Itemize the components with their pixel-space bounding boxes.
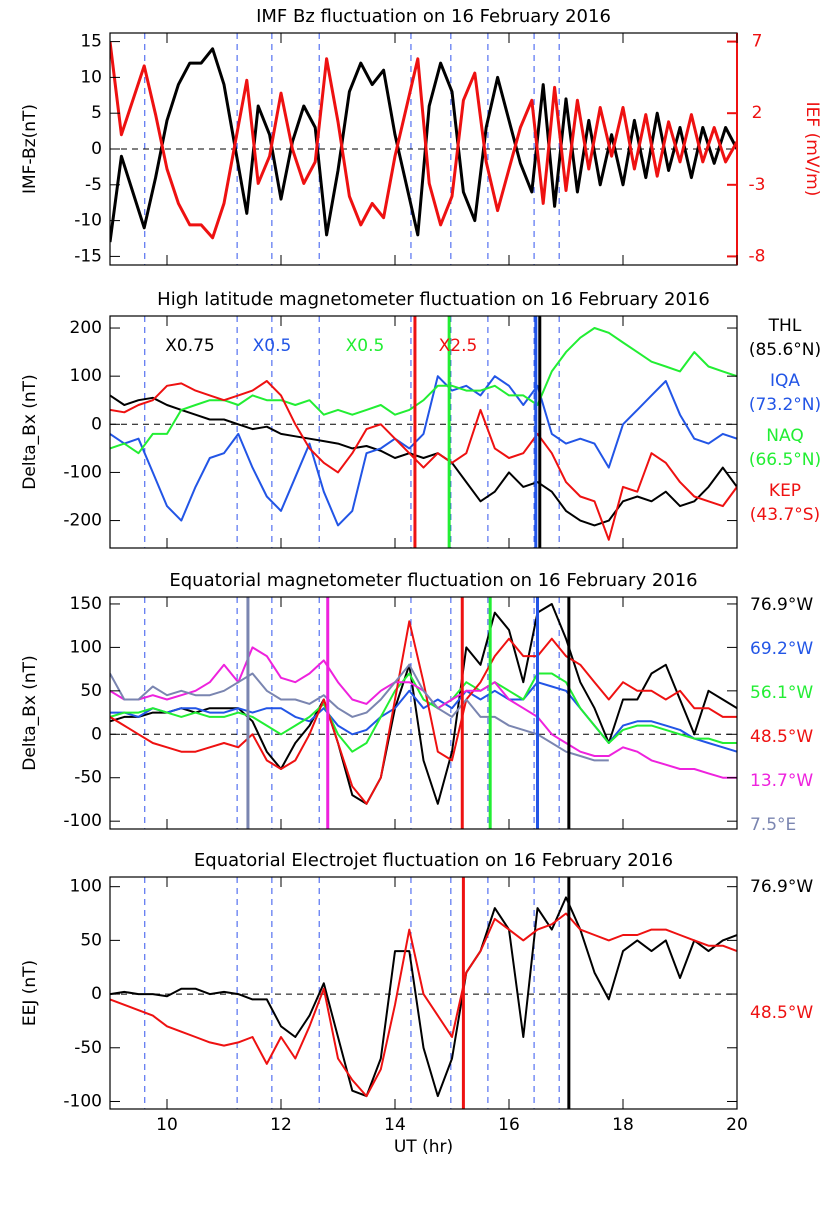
y-axis-label: EEJ (nT) xyxy=(20,960,40,1026)
x-tick-label: 18 xyxy=(612,1115,634,1135)
series-line xyxy=(110,681,737,753)
y-tick-label: 50 xyxy=(80,681,102,701)
series-label: THL xyxy=(768,316,802,336)
panel-title: Equatorial magnetometer fluctuation on 1… xyxy=(169,570,697,591)
series-line xyxy=(110,375,737,527)
y-axis-label: IMF-Bz(nT) xyxy=(20,104,40,194)
x-tick-label: 14 xyxy=(384,1115,406,1135)
scale-label: X0.5 xyxy=(253,336,292,356)
series-label: 13.7°W xyxy=(750,771,813,791)
plot-frame xyxy=(109,596,738,830)
x-axis-label: UT (hr) xyxy=(394,1137,453,1157)
y-tick-label: 150 xyxy=(70,594,102,614)
y-tick-label: 0 xyxy=(91,724,102,744)
scale-label: X0.75 xyxy=(165,336,215,356)
y-tick-label: -100 xyxy=(63,811,102,831)
series-line xyxy=(110,327,737,455)
series-label: NAQ xyxy=(766,426,803,446)
series-location: (43.7°S) xyxy=(750,505,820,525)
series-line xyxy=(110,380,737,541)
plot-area xyxy=(110,896,737,1098)
y-tick-label: -50 xyxy=(74,1038,102,1058)
series-line xyxy=(110,912,737,1098)
y-tick-label: 10 xyxy=(80,67,102,87)
x-tick-label: 10 xyxy=(156,1115,178,1135)
plot-area xyxy=(110,41,737,243)
series-line xyxy=(110,672,737,753)
y2-axis-label: IEF (mV/m) xyxy=(802,102,822,197)
y-tick-label: 100 xyxy=(70,877,102,897)
scale-label: X2.5 xyxy=(439,336,478,356)
y-tick-label: 0 xyxy=(91,984,102,1004)
panel-title: High latitude magnetometer fluctuation o… xyxy=(157,289,710,310)
series-label: 69.2°W xyxy=(750,639,813,659)
series-label: 48.5°W xyxy=(750,727,813,747)
y-tick-label: -10 xyxy=(74,211,102,231)
series-location: (66.5°N) xyxy=(749,450,821,470)
y-axis-label: Delta_Bx (nT) xyxy=(20,655,40,770)
y-tick-label: 100 xyxy=(70,366,102,386)
series-label: IQA xyxy=(770,371,800,391)
y-tick-label: -50 xyxy=(74,768,102,788)
series-label: 76.9°W xyxy=(750,877,813,897)
y-tick-label: 50 xyxy=(80,930,102,950)
y-tick-label: 200 xyxy=(70,318,102,338)
series-line xyxy=(110,620,737,805)
series-line xyxy=(110,603,737,805)
series-location: (85.6°N) xyxy=(749,340,821,360)
y-tick-label: -5 xyxy=(85,175,102,195)
y2-tick-label: -3 xyxy=(749,175,766,195)
series-line xyxy=(110,663,609,762)
y-tick-label: -15 xyxy=(74,246,102,266)
y-tick-label: 0 xyxy=(91,414,102,434)
x-tick-label: 12 xyxy=(270,1115,292,1135)
y2-tick-label: 7 xyxy=(752,32,763,52)
series-line xyxy=(110,394,737,527)
plot-frame xyxy=(109,315,738,549)
series-label: KEP xyxy=(769,481,801,501)
y-tick-label: 100 xyxy=(70,637,102,657)
plot-area xyxy=(110,603,737,805)
y-tick-label: 15 xyxy=(80,32,102,52)
series-label: 7.5°E xyxy=(750,815,796,835)
y-axis-label: Delta_Bx (nT) xyxy=(20,374,40,489)
series-label: 48.5°W xyxy=(750,1003,813,1023)
y-tick-label: 0 xyxy=(91,139,102,159)
plot-frame xyxy=(109,876,738,1110)
scale-label: X0.5 xyxy=(346,336,385,356)
panel-title: Equatorial Electrojet fluctuation on 16 … xyxy=(194,850,673,871)
series-location: (73.2°N) xyxy=(749,395,821,415)
series-label: 56.1°W xyxy=(750,683,813,703)
x-tick-label: 16 xyxy=(498,1115,520,1135)
y2-tick-label: -8 xyxy=(749,246,766,266)
x-tick-label: 20 xyxy=(726,1115,748,1135)
series-line xyxy=(110,41,737,240)
series-line xyxy=(110,896,737,1098)
panel-title: IMF Bz fluctuation on 16 February 2016 xyxy=(256,6,611,27)
y-tick-label: -100 xyxy=(63,1091,102,1111)
y-tick-label: 5 xyxy=(91,103,102,123)
y-tick-label: -100 xyxy=(63,462,102,482)
series-label: 76.9°W xyxy=(750,595,813,615)
plot-area xyxy=(110,327,737,541)
y-tick-label: -200 xyxy=(63,511,102,531)
y2-tick-label: 2 xyxy=(752,103,763,123)
series-line xyxy=(110,47,737,243)
